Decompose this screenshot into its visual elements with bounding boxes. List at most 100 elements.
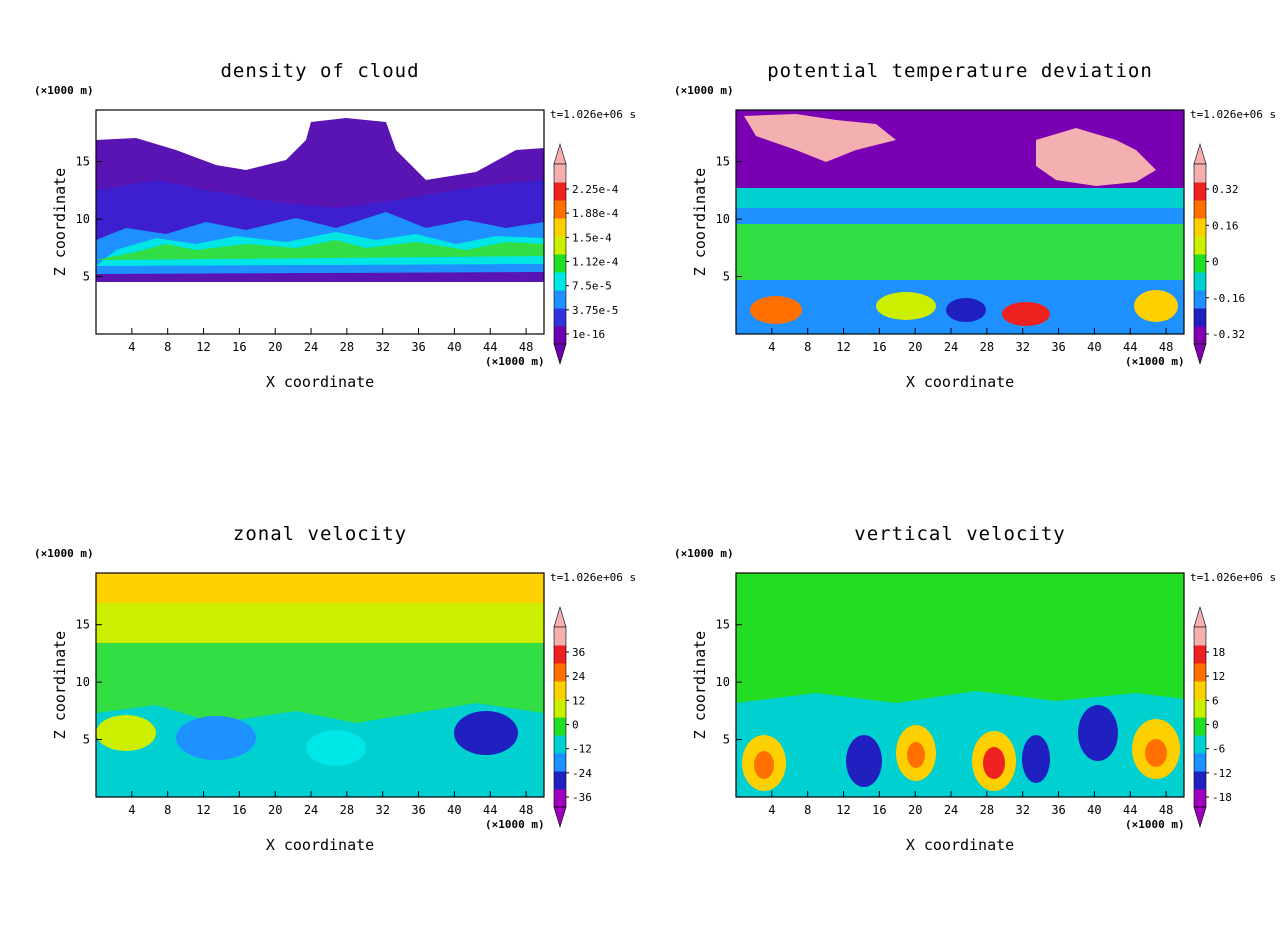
x-tick-label: 16 xyxy=(232,340,246,354)
colorbar-swatch xyxy=(1194,290,1206,309)
x-tick-label: 20 xyxy=(908,340,922,354)
eddy-darkblue xyxy=(454,711,518,755)
band-yellow xyxy=(96,573,544,603)
x-tick-label: 24 xyxy=(944,340,958,354)
warm-patch xyxy=(1036,128,1156,186)
x-ticks: 4 8 12 16 20 24 28 32 36 40 44 48 xyxy=(128,328,533,354)
colorbar-top-arrow xyxy=(1193,605,1207,628)
colorbar-swatch xyxy=(554,290,566,309)
colorbar-swatch xyxy=(1194,735,1206,754)
time-label: t=1.026e+06 s xyxy=(550,108,637,121)
colorbar-swatch xyxy=(554,753,566,772)
x-tick-label: 28 xyxy=(340,803,354,817)
colorbar-label: 2.25e-4 xyxy=(572,183,619,196)
colorbar-swatch xyxy=(1194,681,1206,700)
x-tick-label: 28 xyxy=(340,340,354,354)
x-tick-label: 36 xyxy=(1051,803,1065,817)
y-ticks: 5 10 15 xyxy=(716,155,742,284)
y-tick-label: 5 xyxy=(83,733,90,747)
x-tick-label: 44 xyxy=(1123,340,1137,354)
colorbar-swatch xyxy=(1194,326,1206,345)
x-tick-label: 32 xyxy=(375,803,389,817)
colorbar-swatch xyxy=(1194,789,1206,808)
x-tick-label: 48 xyxy=(519,803,533,817)
x-tick-label: 12 xyxy=(836,340,850,354)
z-axis-unit: (×1000 m) xyxy=(674,547,734,560)
y-tick-label: 5 xyxy=(723,270,730,284)
colorbar-top-arrow xyxy=(1193,142,1207,165)
plot-frame xyxy=(95,572,545,798)
colorbar-label: 12 xyxy=(1212,670,1225,683)
colorbar-label: 3.75e-5 xyxy=(572,304,618,317)
lower-eddy xyxy=(946,298,986,322)
lower-eddy xyxy=(1134,290,1178,322)
colorbar-label: -24 xyxy=(572,767,592,780)
y-axis-label: Z coordinate xyxy=(51,630,69,740)
colorbar: 18 12 6 0 -6 -12 -18 xyxy=(1193,605,1232,829)
panel-potential-temperature-deviation: potential temperature deviation (×1000 m… xyxy=(640,0,1280,463)
panel-density-of-cloud: density of cloud (×1000 m) t=1.026e+06 s… xyxy=(0,0,640,463)
panel-vertical-velocity: vertical velocity (×1000 m) t=1.026e+06 … xyxy=(640,463,1280,926)
colorbar-label: 36 xyxy=(572,646,585,659)
y-axis-label: Z coordinate xyxy=(691,167,709,277)
x-tick-label: 12 xyxy=(196,340,210,354)
y-tick-label: 10 xyxy=(76,675,90,689)
eddy-yellow xyxy=(96,715,156,751)
x-tick-label: 20 xyxy=(908,803,922,817)
chart-title: density of cloud xyxy=(220,60,420,82)
colorbar-label: -6 xyxy=(1212,743,1225,756)
panel-zonal-velocity: zonal velocity (×1000 m) t=1.026e+06 s Z… xyxy=(0,463,640,926)
x-tick-label: 8 xyxy=(804,803,811,817)
colorbar-label: 0 xyxy=(1212,256,1219,269)
x-tick-label: 20 xyxy=(268,803,282,817)
colorbar-swatch xyxy=(1194,645,1206,664)
colorbar-label: 7.5e-5 xyxy=(572,280,612,293)
y-ticks: 5 10 15 xyxy=(716,618,742,747)
y-ticks: 5 10 15 xyxy=(76,618,102,747)
colorbar-label: -18 xyxy=(1212,791,1232,804)
x-tick-label: 4 xyxy=(128,803,135,817)
band-cyan xyxy=(736,188,1184,208)
z-axis-unit: (×1000 m) xyxy=(34,547,94,560)
y-tick-label: 10 xyxy=(716,675,730,689)
x-tick-label: 40 xyxy=(447,340,461,354)
updraft-core xyxy=(754,751,774,779)
x-tick-label: 28 xyxy=(980,340,994,354)
x-tick-label: 36 xyxy=(411,803,425,817)
x-ticks: 4 8 12 16 20 24 28 32 36 40 44 48 xyxy=(768,791,1173,817)
colorbar-swatch xyxy=(554,699,566,718)
colorbar-label: 18 xyxy=(1212,646,1225,659)
updraft-core xyxy=(1145,739,1167,767)
band-blue xyxy=(736,208,1184,224)
downdraft xyxy=(1078,705,1118,761)
colorbar-label: 1.5e-4 xyxy=(572,231,612,244)
chart-title: zonal velocity xyxy=(232,523,408,545)
x-tick-label: 4 xyxy=(768,803,775,817)
colorbar-swatch xyxy=(554,182,566,201)
x-tick-label: 8 xyxy=(164,803,171,817)
updraft-core xyxy=(983,747,1005,779)
y-tick-label: 10 xyxy=(716,212,730,226)
band-green xyxy=(736,224,1184,280)
x-axis-label: X coordinate xyxy=(265,836,375,854)
time-label: t=1.026e+06 s xyxy=(550,571,637,584)
x-tick-label: 12 xyxy=(836,803,850,817)
x-axis-unit: (×1000 m) xyxy=(1125,355,1185,368)
lower-eddy xyxy=(876,292,936,320)
cloud-region-green xyxy=(96,240,544,260)
colorbar-swatch xyxy=(554,663,566,682)
chart-title: vertical velocity xyxy=(854,523,1066,545)
colorbar-swatch xyxy=(1194,753,1206,772)
colorbar-swatch xyxy=(554,326,566,345)
x-tick-label: 40 xyxy=(1087,803,1101,817)
y-tick-label: 15 xyxy=(716,618,730,632)
colorbar-swatch xyxy=(554,272,566,291)
x-tick-label: 44 xyxy=(483,340,497,354)
x-tick-label: 16 xyxy=(872,803,886,817)
colorbar-swatch xyxy=(554,717,566,736)
x-axis-unit: (×1000 m) xyxy=(485,818,545,831)
colorbar-swatch xyxy=(1194,717,1206,736)
colorbar-bottom-arrow xyxy=(1193,343,1207,366)
